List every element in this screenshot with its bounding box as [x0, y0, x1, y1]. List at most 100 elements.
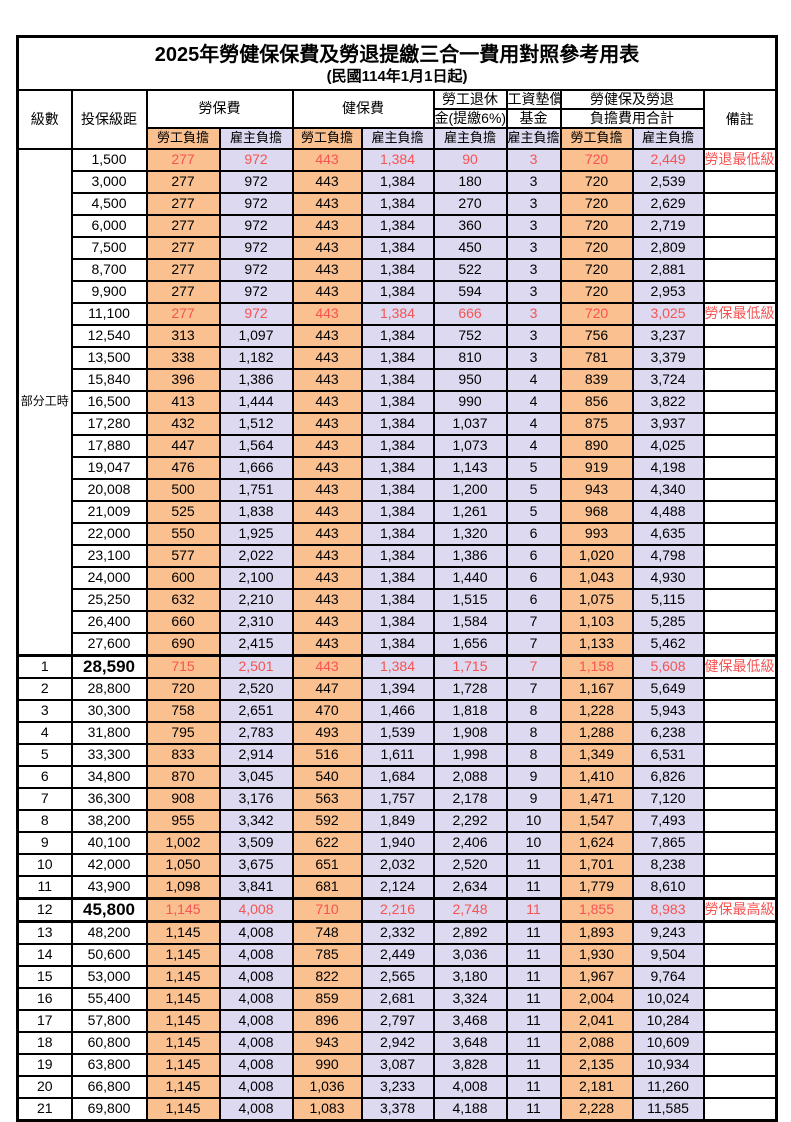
cell-bracket: 42,000 [70, 853, 148, 877]
cell-labor-employer: 972 [218, 302, 294, 326]
cell-pension-employer: 3,036 [432, 943, 508, 967]
cell-total-employer: 8,238 [631, 853, 705, 877]
cell-total-employee: 2,088 [559, 1031, 634, 1055]
cell-labor-employee: 720 [145, 677, 221, 701]
cell-health-employee: 563 [291, 787, 363, 811]
cell-pension-employer: 1,386 [432, 544, 508, 568]
cell-health-employee: 443 [291, 522, 363, 546]
cell-bracket: 30,300 [70, 699, 148, 723]
table-row: 5 33,300 833 2,914 516 1,611 1,998 8 1,349 6,531 [16, 743, 778, 767]
cell-labor-employer: 1,444 [218, 390, 294, 414]
cell-health-employer: 1,384 [360, 346, 435, 370]
cell-wage-fund-employer: 11 [505, 943, 562, 967]
cell-pension-employer: 2,292 [432, 809, 508, 833]
cell-pension-employer: 950 [432, 368, 508, 392]
cell-labor-employee: 277 [145, 192, 221, 216]
cell-bracket: 57,800 [70, 1009, 148, 1033]
cell-remark: 健保最低級距 [702, 654, 778, 679]
cell-pension-employer: 1,515 [432, 588, 508, 612]
cell-pension-employer: 360 [432, 214, 508, 238]
cell-bracket: 33,300 [70, 743, 148, 767]
page-title: 2025年勞健保保費及勞退提繳三合一費用對照參考用表 [154, 43, 640, 66]
cell-remark: 勞保最低級距 [702, 302, 778, 326]
cell-total-employer: 7,865 [631, 831, 705, 855]
cell-level: 17 [16, 1009, 73, 1033]
cell-bracket: 28,590 [70, 654, 148, 679]
cell-health-employer: 1,384 [360, 544, 435, 568]
table-body: 部分工時1,5002779724431,3849037202,449勞退最低級距… [16, 148, 778, 1122]
cell-level: 10 [16, 853, 73, 877]
cell-wage-fund-employer: 11 [505, 1075, 562, 1099]
cell-labor-employee: 476 [145, 456, 221, 480]
cell-total-employer: 5,649 [631, 677, 705, 701]
cell-bracket: 24,000 [70, 566, 148, 590]
cell-remark [702, 809, 778, 833]
cell-labor-employee: 277 [145, 302, 221, 326]
cell-level: 12 [16, 897, 73, 923]
cell-total-employee: 1,133 [559, 632, 634, 657]
cell-wage-fund-employer: 11 [505, 897, 562, 923]
cell-labor-employee: 1,145 [145, 987, 221, 1011]
cell-health-employer: 1,384 [360, 434, 435, 458]
cell-total-employee: 720 [559, 258, 634, 282]
cell-total-employee: 2,135 [559, 1053, 634, 1077]
cell-pension-employer: 1,656 [432, 632, 508, 657]
cell-pension-employer: 1,715 [432, 654, 508, 679]
cell-remark [702, 434, 778, 458]
table-row: 8 38,200 955 3,342 592 1,849 2,292 10 1,547 7,493 [16, 809, 778, 833]
cell-bracket: 31,800 [70, 721, 148, 745]
page-subtitle: (民國114年1月1日起) [326, 67, 468, 85]
cell-health-employee: 710 [291, 897, 363, 923]
col-header-wage-fund-line2: 基金 [505, 108, 562, 129]
cell-bracket: 9,900 [70, 280, 148, 304]
table-row: 13,500 338 1,182 443 1,384 810 3 781 3,379 [18, 346, 778, 370]
subheader-fund-employer: 雇主負擔 [505, 127, 562, 150]
cell-labor-employee: 396 [145, 368, 221, 392]
cell-remark [702, 346, 778, 370]
cell-labor-employer: 2,651 [218, 699, 294, 723]
cell-total-employer: 6,531 [631, 743, 705, 767]
cell-total-employee: 1,930 [559, 943, 634, 967]
cell-labor-employer: 2,914 [218, 743, 294, 767]
cell-labor-employee: 1,145 [145, 897, 221, 923]
cell-health-employer: 1,384 [360, 412, 435, 436]
cell-health-employer: 1,611 [360, 743, 435, 767]
table-row: 23,100 577 2,022 443 1,384 1,386 6 1,020 4,798 [18, 544, 778, 568]
cell-total-employer: 9,243 [631, 920, 705, 945]
cell-bracket: 55,400 [70, 987, 148, 1011]
cell-bracket: 50,600 [70, 943, 148, 967]
title-row: 2025年勞健保保費及勞退提繳三合一費用對照參考用表 (民國114年1月1日起) [16, 35, 778, 91]
cell-wage-fund-employer: 7 [505, 654, 562, 679]
cell-health-employer: 1,684 [360, 765, 435, 789]
cell-wage-fund-employer: 5 [505, 478, 562, 502]
cell-wage-fund-employer: 11 [505, 1031, 562, 1055]
subheader-health-employer: 雇主負擔 [360, 127, 435, 150]
cell-total-employee: 720 [559, 170, 634, 194]
cell-total-employer: 3,379 [631, 346, 705, 370]
cell-labor-employee: 525 [145, 500, 221, 524]
col-header-pension-line2: 金(提繳6%) [432, 108, 508, 129]
cell-health-employer: 3,378 [360, 1097, 435, 1122]
cell-total-employee: 1,624 [559, 831, 634, 855]
cell-total-employer: 5,943 [631, 699, 705, 723]
cell-labor-employee: 795 [145, 721, 221, 745]
cell-labor-employee: 432 [145, 412, 221, 436]
cell-bracket: 27,600 [70, 632, 148, 657]
subheader-labor-employee: 勞工負擔 [145, 127, 221, 150]
cell-wage-fund-employer: 8 [505, 721, 562, 745]
col-header-labor-insurance: 勞保費 [145, 89, 294, 129]
cell-labor-employee: 277 [145, 214, 221, 238]
cell-pension-employer: 3,828 [432, 1053, 508, 1077]
cell-wage-fund-employer: 4 [505, 412, 562, 436]
cell-total-employer: 4,340 [631, 478, 705, 502]
cell-total-employee: 720 [559, 236, 634, 260]
cell-wage-fund-employer: 4 [505, 368, 562, 392]
cell-remark [702, 920, 778, 945]
cell-labor-employer: 2,520 [218, 677, 294, 701]
col-header-level: 級數 [16, 89, 73, 150]
cell-wage-fund-employer: 7 [505, 632, 562, 657]
cell-labor-employer: 2,783 [218, 721, 294, 745]
cell-remark: 勞保最高級距 [702, 897, 778, 923]
subheader-pension-employer: 雇主負擔 [432, 127, 508, 150]
